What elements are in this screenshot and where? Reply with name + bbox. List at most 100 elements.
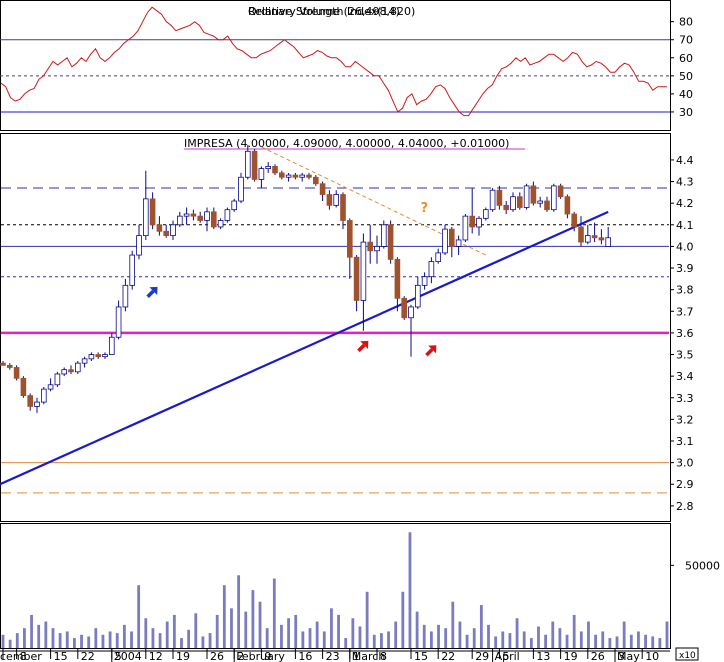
price-tick-label: 3.2 <box>676 413 694 426</box>
volume-bar <box>387 631 390 648</box>
candle-body <box>537 200 543 204</box>
volume-bar <box>115 633 119 648</box>
rsi-title: Relative Strength Index(14) <box>248 5 400 18</box>
volume-bar <box>544 634 548 648</box>
volume-bar <box>629 634 633 648</box>
period-label: March <box>352 650 386 662</box>
candle-body <box>448 228 455 247</box>
candle-body <box>231 200 238 211</box>
candle-body <box>306 174 312 178</box>
volume-bar <box>44 621 48 648</box>
price-tick-label: 3.7 <box>676 305 694 318</box>
price-title: IMPRESA (4.00000, 4.09000, 4.00000, 4.04… <box>184 137 509 150</box>
rsi-panel: Relative Strength Index(14) Ordinary Vol… <box>0 0 693 131</box>
volume-bar <box>622 621 626 648</box>
volume-bar <box>1 634 5 648</box>
x-tick-label: 15 <box>414 650 428 662</box>
volume-bar <box>194 613 198 648</box>
volume-bar <box>251 590 255 648</box>
price-tick-label: 4.3 <box>676 176 694 189</box>
x-tick-label: 8 <box>20 650 27 662</box>
candle-body <box>258 168 265 180</box>
candle-body <box>564 196 571 215</box>
candle-body <box>136 235 142 256</box>
candle-body <box>54 373 61 386</box>
period-label: 2004 <box>114 650 142 662</box>
x-tick-label: 2 <box>237 650 244 662</box>
volume-bar <box>130 631 133 648</box>
price-tick-label: 3.6 <box>676 327 694 340</box>
volume-bar <box>165 621 169 648</box>
x-tick-label: 19 <box>176 650 190 662</box>
price-tick-label: 2.8 <box>676 500 694 513</box>
x-tick-label: cember <box>0 650 42 662</box>
candle-body <box>544 200 550 211</box>
period-label: May <box>617 650 640 662</box>
volume-bar <box>494 636 498 648</box>
candle-body <box>95 354 102 358</box>
volume-bar <box>444 628 448 648</box>
volume-multiplier-label: x10 <box>679 651 696 661</box>
candle-body <box>183 213 190 217</box>
candle-body <box>476 217 482 228</box>
candle-body <box>374 246 380 252</box>
candle-body <box>469 215 475 228</box>
volume-bar <box>608 638 612 648</box>
rsi-line <box>0 6 667 117</box>
volume-bar <box>201 636 205 648</box>
candle-body <box>435 252 441 262</box>
volume-bar <box>644 634 647 648</box>
candle-body <box>7 364 13 368</box>
volume-bar <box>651 636 655 648</box>
x-tick-label: 16 <box>298 650 312 662</box>
candle-body <box>102 354 108 358</box>
candle-body <box>115 306 122 338</box>
candle-body <box>109 336 115 355</box>
x-tick-label: 5 <box>115 650 122 662</box>
volume-bar <box>230 608 233 648</box>
candle-body <box>551 185 557 211</box>
price-tick-label: 3.5 <box>676 349 694 362</box>
candle-body <box>265 166 271 169</box>
candle-body <box>326 194 333 206</box>
volume-bar <box>380 633 383 648</box>
volume-bar <box>351 618 355 648</box>
rsi-tick-label: 40 <box>679 88 693 101</box>
volume-bar <box>415 611 419 648</box>
candle-body <box>88 354 95 360</box>
x-tick-label: 15 <box>54 650 68 662</box>
volume-bar <box>87 636 91 648</box>
volume-bar <box>72 638 76 648</box>
period-label: April <box>495 650 520 662</box>
candle-body <box>510 196 516 211</box>
candle-body <box>333 194 339 206</box>
candle-body <box>591 235 598 239</box>
volume-bar <box>665 621 669 648</box>
candle-body <box>401 297 407 319</box>
candle-body <box>380 224 387 247</box>
candle-body <box>503 204 509 211</box>
candle-body <box>224 209 231 221</box>
candle-body <box>367 241 373 252</box>
candle-body <box>122 284 129 308</box>
candle-body <box>75 362 81 373</box>
candle-body <box>285 174 292 178</box>
volume-tick-label: 50000 <box>685 559 720 572</box>
volume-bar <box>187 629 191 648</box>
candle-body <box>394 258 401 299</box>
price-tick-label: 3.8 <box>676 284 694 297</box>
candle-body <box>353 256 360 301</box>
candle-body <box>462 215 469 241</box>
price-tick-label: 4.0 <box>676 240 694 253</box>
candle-body <box>41 388 47 403</box>
x-tick-label: 22 <box>81 650 95 662</box>
candle-body <box>387 224 394 260</box>
volume-bar <box>122 624 126 648</box>
candle-body <box>530 185 537 204</box>
arrow-head <box>360 340 369 350</box>
candle-body <box>190 213 197 217</box>
rising-trendline <box>0 210 609 486</box>
candle-body <box>360 241 367 301</box>
candle-body <box>129 254 136 286</box>
